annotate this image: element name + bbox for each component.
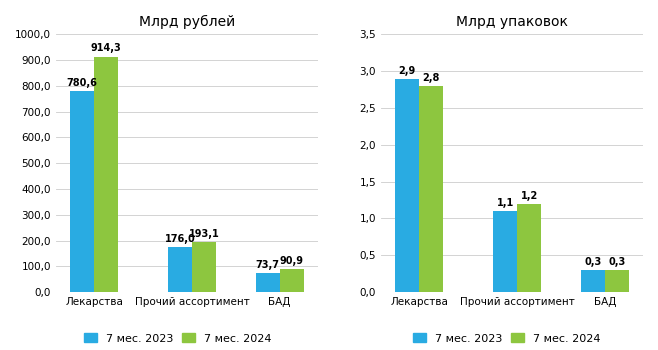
Bar <box>395 79 419 292</box>
Text: 1,1: 1,1 <box>497 198 514 208</box>
Text: 2,8: 2,8 <box>422 73 440 83</box>
Bar <box>70 91 94 292</box>
Bar <box>605 270 629 292</box>
Text: 914,3: 914,3 <box>91 43 122 54</box>
Bar <box>192 242 216 292</box>
Text: 780,6: 780,6 <box>66 78 97 88</box>
Bar <box>581 270 605 292</box>
Legend: 7 мес. 2023, 7 мес. 2024: 7 мес. 2023, 7 мес. 2024 <box>79 329 276 348</box>
Bar <box>168 247 192 292</box>
Text: 193,1: 193,1 <box>189 229 220 239</box>
Title: Млрд упаковок: Млрд упаковок <box>456 15 568 29</box>
Text: 0,3: 0,3 <box>608 257 625 267</box>
Bar <box>94 56 118 292</box>
Text: 2,9: 2,9 <box>399 65 416 76</box>
Text: 1,2: 1,2 <box>521 191 538 201</box>
Bar <box>494 211 517 292</box>
Text: 73,7: 73,7 <box>256 260 280 270</box>
Bar <box>255 273 280 292</box>
Bar <box>517 204 542 292</box>
Title: Млрд рублей: Млрд рублей <box>139 15 235 29</box>
Legend: 7 мес. 2023, 7 мес. 2024: 7 мес. 2023, 7 мес. 2024 <box>408 329 605 348</box>
Bar <box>280 269 303 292</box>
Text: 90,9: 90,9 <box>280 256 303 266</box>
Text: 176,0: 176,0 <box>165 234 195 244</box>
Text: 0,3: 0,3 <box>584 257 601 267</box>
Bar <box>419 86 443 292</box>
